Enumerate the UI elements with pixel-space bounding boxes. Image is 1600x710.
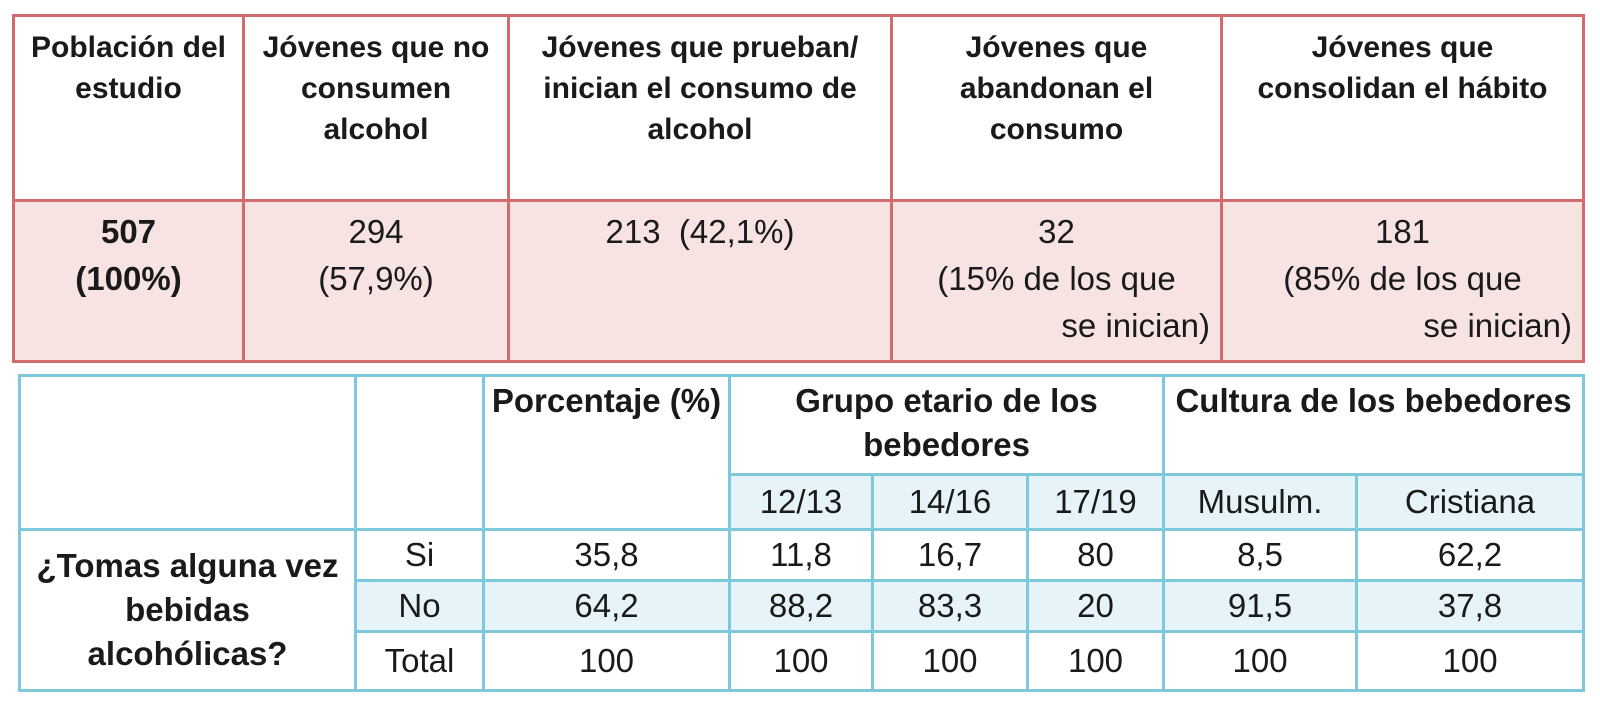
table-cell: 62,2 [1355,528,1586,582]
header-grupo-etario: Grupo etario de los bebedores [727,374,1166,476]
row-label: No [354,579,485,633]
table-cell: 8,5 [1162,528,1359,582]
header-abandonan: Jóvenes que abandonan el consumo [890,14,1223,202]
value-percent: (100%) [75,260,182,297]
table-cell: 83,3 [871,579,1029,633]
value-number: 507 [100,213,157,250]
table-cell: 16,7 [871,528,1029,582]
table-cell: 80 [1025,528,1166,582]
value-number: 181 [1374,213,1431,250]
subheader-14-16: 14/16 [871,473,1029,531]
table-cell: 100 [728,630,874,692]
table-cell: 20 [1025,579,1166,633]
alcohol-consumption-survey-table: Porcentaje (%) Grupo etario de los bebed… [18,374,1586,692]
value-number: 32 [1038,213,1075,250]
subheader-17-19: 17/19 [1025,473,1166,531]
table1-values-row: 507 (100%) 294 (57,9%) 213 (42,1%) 32 (1… [12,199,1585,363]
table-cell: 100 [1162,630,1359,692]
cell-consolidan: 181 (85% de los que se inician) [1220,199,1585,363]
youth-alcohol-population-table: Población del estudio Jóvenes que no con… [12,14,1585,363]
table-cell: 100 [871,630,1029,692]
table-cell: 64,2 [482,579,731,633]
header-no-consumen: Jóvenes que no consumen alcohol [242,14,510,202]
table-row: Total 100 100 100 100 100 100 [20,630,1586,692]
table1-header-row: Población del estudio Jóvenes que no con… [12,14,1585,202]
cell-inician: 213 (42,1%) [507,199,893,363]
row-label: Si [354,528,485,582]
cell-no-consumen: 294 (57,9%) [242,199,510,363]
value-percent-line1: (15% de los que [937,260,1176,297]
header-cultura: Cultura de los bebedores [1162,374,1586,476]
header-inician: Jóvenes que prueban/ inician el consumo … [507,14,893,202]
value-percent-line2: se inician) [1423,307,1572,344]
table2-header-row: Porcentaje (%) Grupo etario de los bebed… [18,374,1586,531]
table-cell: 91,5 [1162,579,1359,633]
subheader-cristiana: Cristiana [1355,473,1586,531]
table-cell: 88,2 [728,579,874,633]
table2-subheader-row: 12/13 14/16 17/19 Musulm. Cristiana [20,473,1586,531]
table-cell: 100 [1355,630,1586,692]
table-cell: 35,8 [482,528,731,582]
header-poblacion: Población del estudio [12,14,245,202]
table-row: ¿Tomas alguna vez bebidas alcohólicas? S… [18,528,1586,692]
question-cell: ¿Tomas alguna vez bebidas alcohólicas? [18,528,357,692]
value-percent: (57,9%) [318,260,434,297]
cell-abandonan: 32 (15% de los que se inician) [890,199,1223,363]
subheader-12-13: 12/13 [728,473,874,531]
table-cell: 100 [1025,630,1166,692]
header-empty-question [18,374,357,531]
value-number: 213 [605,213,661,250]
header-porcentaje: Porcentaje (%) [482,374,731,531]
value-number: 294 [348,213,404,250]
table-cell: 37,8 [1355,579,1586,633]
subheader-musulm: Musulm. [1162,473,1359,531]
table-cell: 11,8 [728,528,874,582]
value-percent-line2: se inician) [1061,307,1210,344]
value-percent: (42,1%) [678,213,795,250]
header-consolidan: Jóvenes que consolidan el hábito [1220,14,1585,202]
value-percent-line1: (85% de los que [1283,260,1522,297]
row-label: Total [354,630,485,692]
header-empty-answer [354,374,485,531]
cell-poblacion: 507 (100%) [12,199,245,363]
table-cell: 100 [482,630,731,692]
table-row: No 64,2 88,2 83,3 20 91,5 37,8 [20,579,1586,633]
